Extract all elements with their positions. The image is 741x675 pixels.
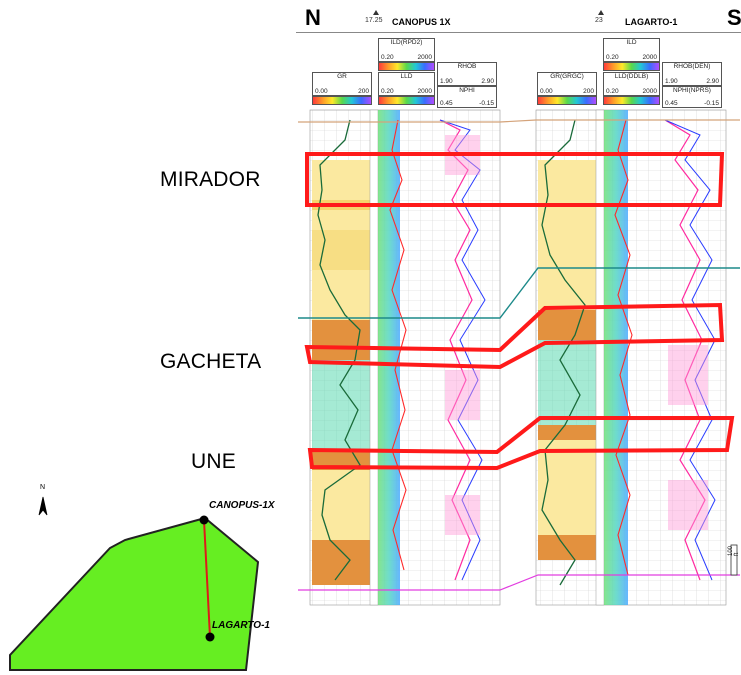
gacheta-highlight	[304, 302, 725, 370]
lagarto-density-neutron	[664, 119, 716, 581]
une-highlight	[307, 416, 735, 471]
canopus-well-dot	[199, 515, 209, 525]
formation-label-une: UNE	[191, 450, 236, 473]
lagarto-depth-track	[595, 109, 605, 606]
canopus-density-neutron	[439, 119, 486, 581]
lagarto-lld-scalebar	[603, 96, 660, 105]
section-line	[203, 519, 211, 638]
lagarto-resistivity-fill	[604, 110, 628, 605]
canopus-ild-scalebar	[378, 62, 435, 71]
canopus-well-name: CANOPUS 1X	[392, 17, 451, 27]
canopus-rhob-header: RHOB 1.90 2.90	[437, 62, 497, 86]
lagarto-elevation: 23	[595, 17, 603, 24]
map-label-canopus: CANOPUS-1X	[209, 500, 275, 511]
lagarto-ild-scalebar	[603, 62, 660, 71]
inset-map: N CANOPUS-1X LAGARTO-1	[0, 470, 300, 675]
lagarto-well-marker	[598, 10, 604, 15]
mirador-highlight	[305, 152, 725, 207]
correlation-line-upper	[298, 119, 740, 123]
lagarto-gr-facies	[538, 160, 596, 560]
formation-label-gacheta: GACHETA	[160, 350, 262, 373]
north-arrow-icon	[38, 496, 48, 516]
canopus-ild-header: ILD(RPD2) 0.20 2000	[378, 38, 435, 62]
correlation-line-base	[298, 574, 740, 591]
lagarto-nphi-header: NPHI(NPRS) 0.45 -0.15	[662, 86, 722, 108]
canopus-gr-header: GR 0.00 200	[312, 72, 372, 96]
canopus-lld-scalebar	[378, 96, 435, 105]
canopus-lld-header: LLD 0.20 2000	[378, 72, 435, 96]
lagarto-well-name: LAGARTO-1	[625, 17, 678, 27]
canopus-depth-track	[369, 109, 379, 606]
lagarto-ild-header: ILD 0.20 2000	[603, 38, 660, 62]
canopus-resistivity-curve	[389, 119, 407, 571]
map-label-lagarto: LAGARTO-1	[212, 620, 270, 631]
canopus-gr-facies	[312, 160, 370, 585]
canopus-well-marker	[373, 10, 379, 15]
canopus-resistivity-fill	[378, 110, 400, 605]
canopus-gr-scalebar	[312, 96, 372, 105]
depth-scale-bar	[730, 544, 738, 576]
correlation-line-teal	[298, 267, 740, 319]
lagarto-gr-scalebar	[537, 96, 597, 105]
datum-line	[296, 32, 741, 33]
lagarto-gr-header: GR(GRGC) 0.00 200	[537, 72, 597, 96]
field-outline	[9, 516, 260, 671]
canopus-gr-curve	[317, 119, 361, 581]
north-arrow-label: N	[40, 484, 46, 491]
canopus-elevation: 17.25	[365, 17, 383, 24]
field-polygon-map	[9, 496, 260, 671]
lagarto-gr-curve	[541, 119, 586, 586]
north-label: N	[305, 5, 321, 30]
south-label: S	[727, 5, 741, 30]
canopus-nphi-header: NPHI 0.45 -0.15	[437, 86, 497, 108]
lagarto-lld-header: LLD(DDLB) 0.20 2000	[603, 72, 660, 96]
lagarto-well-dot	[205, 632, 215, 642]
lagarto-resistivity-curve	[614, 119, 633, 576]
depth-scale-label: 100 ft	[728, 545, 740, 556]
lagarto-rhob-header: RHOB(DEN) 1.90 2.90	[662, 62, 722, 86]
formation-label-mirador: MIRADOR	[160, 168, 261, 191]
